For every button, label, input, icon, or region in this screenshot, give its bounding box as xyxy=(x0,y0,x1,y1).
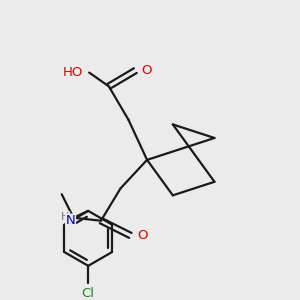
Text: HO: HO xyxy=(63,66,83,79)
Text: H: H xyxy=(61,212,70,222)
Text: O: O xyxy=(141,64,152,77)
Text: Cl: Cl xyxy=(82,287,95,300)
Text: N: N xyxy=(66,214,76,227)
Text: O: O xyxy=(137,229,148,242)
